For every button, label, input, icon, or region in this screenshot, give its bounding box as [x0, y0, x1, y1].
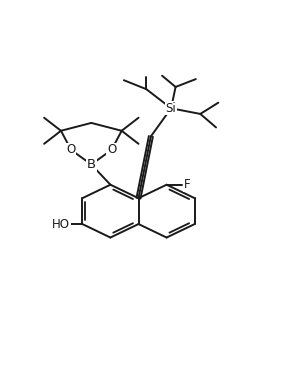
Text: B: B [87, 158, 96, 171]
Text: F: F [184, 178, 190, 191]
Text: Si: Si [166, 102, 177, 115]
Text: O: O [107, 144, 116, 156]
Text: O: O [66, 144, 76, 156]
Text: HO: HO [52, 217, 70, 230]
